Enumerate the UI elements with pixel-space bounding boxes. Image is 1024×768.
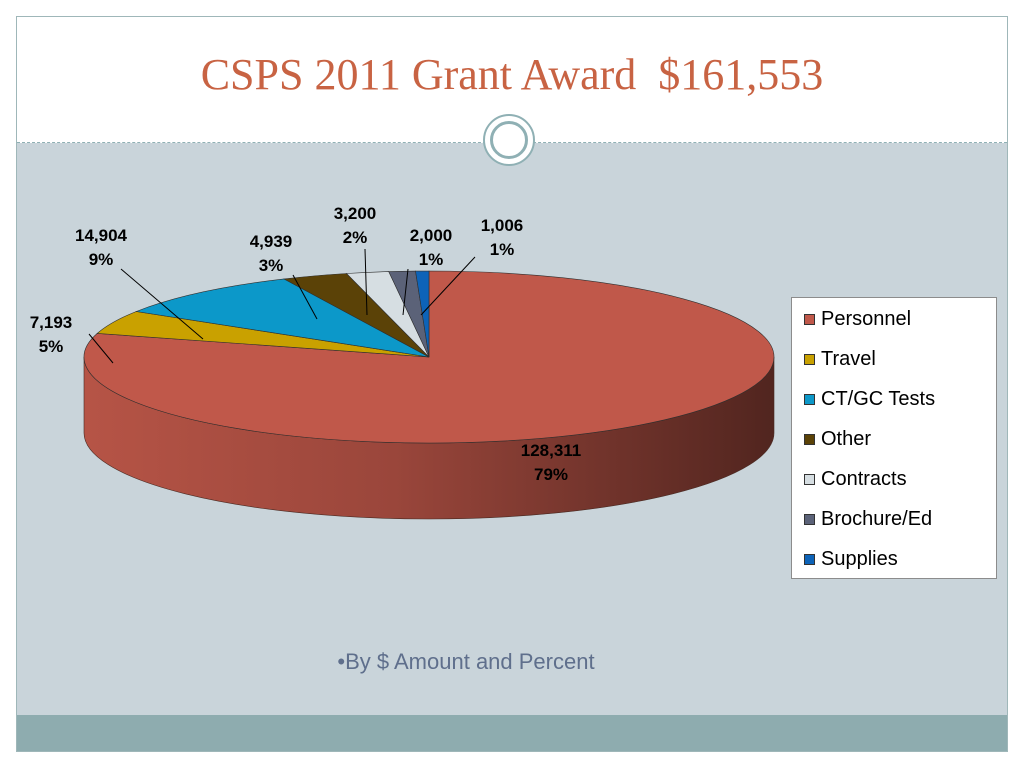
value-label-other: 4,939 — [250, 232, 293, 251]
legend-swatch-other — [804, 433, 815, 445]
slice-personnel — [83, 270, 775, 444]
percent-label-personnel: 79% — [534, 465, 568, 484]
value-label-ct-gc-tests: 14,904 — [75, 226, 128, 245]
leader-line-contracts — [364, 248, 368, 316]
legend-label-ct-gc-tests: CT/GC Tests — [821, 387, 936, 410]
content-area: 128,311 79% 7,193 5% 14,904 9% 4,939 3% 3,200 2% 2… — [17, 143, 1007, 715]
slide-title: CSPS 2011 Grant Award $161,553 — [200, 50, 824, 99]
legend-label-personnel: Personnel — [821, 307, 912, 330]
legend-item-contracts: Contracts — [804, 467, 907, 491]
value-label-supplies: 1,006 — [481, 216, 524, 235]
bullet-text: •By $ Amount and Percent — [337, 649, 595, 674]
legend-item-travel: Travel — [804, 347, 876, 371]
legend-label-other: Other — [821, 427, 872, 450]
legend-item-brochure-ed: Brochure/Ed — [804, 507, 932, 531]
percent-label-brochure-ed: 1% — [419, 250, 444, 269]
value-label-brochure-ed: 2,000 — [410, 226, 453, 245]
leader-line-brochure-ed — [402, 268, 409, 316]
legend-item-ct-gc-tests: CT/GC Tests — [804, 387, 935, 411]
divider-ornament-icon — [483, 114, 535, 166]
title-area: CSPS 2011 Grant Award $161,553 — [17, 17, 1007, 143]
ornament-inner-ring — [490, 121, 528, 159]
chart-legend: Personnel Travel CT/GC Tests Other Contracts… — [791, 297, 997, 579]
legend-item-personnel: Personnel — [804, 307, 911, 331]
legend-swatch-personnel — [804, 313, 815, 325]
slide: CSPS 2011 Grant Award $161,553 128,311 79… — [16, 16, 1008, 752]
legend-swatch-brochure-ed — [804, 513, 815, 525]
percent-label-contracts: 2% — [343, 228, 368, 247]
legend-label-travel: Travel — [821, 347, 876, 370]
footer-band — [17, 715, 1007, 751]
percent-label-travel: 5% — [39, 337, 64, 356]
pie-chart: 128,311 79% 7,193 5% 14,904 9% 4,939 3% 3,200 2% 2… — [30, 204, 775, 520]
legend-label-contracts: Contracts — [821, 467, 907, 490]
value-label-contracts: 3,200 — [334, 204, 377, 223]
percent-label-ct-gc-tests: 9% — [89, 250, 114, 269]
percent-label-other: 3% — [259, 256, 284, 275]
percent-label-supplies: 1% — [490, 240, 515, 259]
leader-line-other — [292, 274, 318, 320]
legend-swatch-ct-gc-tests — [804, 393, 815, 405]
legend-item-supplies: Supplies — [804, 547, 898, 571]
value-label-travel: 7,193 — [30, 313, 73, 332]
legend-item-other: Other — [804, 427, 871, 451]
leader-line-travel — [88, 333, 114, 364]
legend-swatch-travel — [804, 353, 815, 365]
legend-label-brochure-ed: Brochure/Ed — [821, 507, 933, 530]
value-label-personnel: 128,311 — [521, 441, 582, 460]
leader-line-supplies — [420, 256, 476, 316]
leader-line-ct-gc-tests — [120, 268, 204, 340]
slice-ct-gc-tests — [135, 278, 430, 358]
legend-label-supplies: Supplies — [821, 547, 898, 570]
legend-swatch-contracts — [804, 473, 815, 485]
legend-swatch-supplies — [804, 553, 815, 565]
